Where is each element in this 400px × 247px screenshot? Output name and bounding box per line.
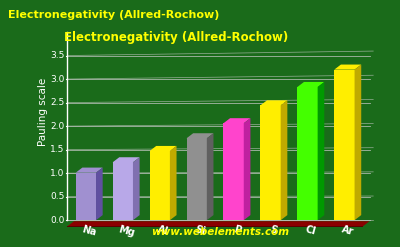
Polygon shape	[96, 167, 103, 220]
Polygon shape	[297, 82, 324, 87]
Polygon shape	[133, 157, 140, 220]
Text: Na: Na	[81, 225, 98, 238]
Polygon shape	[260, 105, 281, 220]
Polygon shape	[281, 100, 287, 220]
Text: Electronegativity (Allred-Rochow): Electronegativity (Allred-Rochow)	[64, 31, 288, 43]
Polygon shape	[334, 70, 354, 220]
Text: 0.5: 0.5	[50, 192, 64, 201]
Text: Mg: Mg	[117, 225, 136, 239]
Polygon shape	[186, 133, 214, 138]
Polygon shape	[113, 162, 133, 220]
Text: 3.0: 3.0	[50, 75, 64, 83]
Polygon shape	[334, 64, 361, 70]
Polygon shape	[207, 133, 214, 220]
Polygon shape	[354, 64, 361, 220]
Text: Electronegativity (Allred-Rochow): Electronegativity (Allred-Rochow)	[8, 10, 219, 20]
Text: S: S	[269, 225, 279, 236]
Polygon shape	[186, 138, 207, 220]
Text: Cl: Cl	[304, 225, 317, 237]
Text: 0.0: 0.0	[50, 216, 64, 225]
Polygon shape	[224, 123, 244, 220]
Polygon shape	[170, 146, 176, 220]
Polygon shape	[150, 151, 170, 220]
Text: Ar: Ar	[340, 225, 355, 238]
Text: 1.0: 1.0	[50, 169, 64, 178]
Polygon shape	[297, 87, 318, 220]
Polygon shape	[76, 167, 103, 173]
Text: 2.5: 2.5	[50, 98, 64, 107]
Polygon shape	[260, 100, 287, 105]
Text: www.webelements.com: www.webelements.com	[151, 227, 289, 237]
Polygon shape	[67, 226, 363, 227]
Polygon shape	[318, 82, 324, 220]
Polygon shape	[150, 146, 176, 151]
Polygon shape	[224, 118, 250, 123]
Polygon shape	[67, 221, 370, 226]
Text: P: P	[232, 225, 242, 236]
Text: Al: Al	[156, 225, 170, 237]
Text: Pauling scale: Pauling scale	[38, 78, 48, 146]
Polygon shape	[113, 157, 140, 162]
Text: 2.0: 2.0	[50, 122, 64, 131]
Polygon shape	[244, 118, 250, 220]
Polygon shape	[76, 173, 96, 220]
Text: Si: Si	[194, 225, 206, 237]
Text: 3.5: 3.5	[50, 51, 64, 60]
Text: 1.5: 1.5	[50, 145, 64, 154]
